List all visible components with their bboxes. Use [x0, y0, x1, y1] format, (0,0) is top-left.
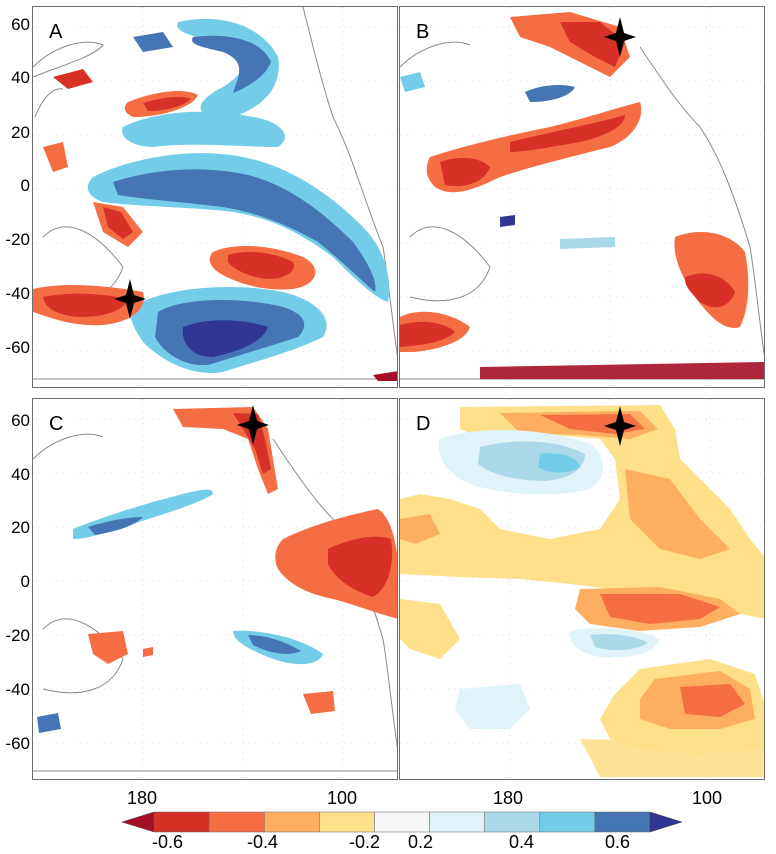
- lat-label: -60: [5, 338, 30, 357]
- colorbar-cell: [429, 811, 485, 833]
- colorbar-cell: [263, 811, 320, 833]
- lat-label: -40: [5, 284, 30, 303]
- colorbar-label: -0.2: [349, 832, 381, 852]
- lat-label: 40: [11, 68, 30, 87]
- colorbar-arrow-low: [122, 811, 155, 833]
- lon-label: 180: [127, 788, 158, 808]
- map-panel-b: B: [399, 6, 765, 388]
- lat-label: 20: [11, 123, 30, 142]
- lon-label: 100: [692, 788, 723, 808]
- lat-label: 60: [11, 411, 30, 430]
- lon-label: 180: [493, 788, 524, 808]
- colorbar-label: 0.4: [509, 832, 535, 852]
- colorbar-cell: [319, 811, 375, 833]
- map-a-graphic: [33, 7, 397, 387]
- star-icon-b: [604, 17, 636, 57]
- lat-label: -40: [5, 680, 30, 699]
- positive-correlation-fields: [87, 18, 390, 373]
- lat-label: 60: [11, 15, 30, 34]
- positive-correlation-fields: [438, 429, 660, 729]
- panel-label: A: [49, 21, 63, 43]
- panel-label: B: [416, 21, 430, 43]
- negative-correlation-fields: [33, 69, 397, 381]
- colorbar-cells: [153, 811, 651, 833]
- lat-label: -60: [5, 734, 30, 753]
- positive-correlation-fields: [400, 72, 615, 249]
- star-icon-c: [237, 405, 269, 445]
- colorbar-cell: [374, 811, 430, 833]
- map-b-graphic: [400, 7, 764, 387]
- negative-correlation-fields: [88, 407, 397, 714]
- colorbar-label: -0.4: [247, 832, 279, 852]
- star-icon-d: [604, 406, 636, 446]
- lat-label: 0: [20, 572, 30, 591]
- colorbar-cell: [153, 811, 210, 833]
- map-panel-d: D: [399, 398, 765, 780]
- colorbar: [122, 811, 682, 833]
- colorbar-label: 0.2: [408, 832, 434, 852]
- star-icon-a: [114, 279, 146, 319]
- colorbar-cell: [208, 811, 265, 833]
- lon-label: 100: [327, 788, 358, 808]
- lat-label: 20: [11, 518, 30, 537]
- lat-label: 0: [20, 176, 30, 195]
- negative-correlation-fields: [400, 12, 764, 379]
- colorbar-label: 0.6: [605, 832, 631, 852]
- colorbar-arrow-high: [649, 811, 682, 833]
- positive-correlation-fields: [37, 489, 323, 733]
- panel-label: C: [49, 413, 64, 435]
- lat-label: 40: [11, 465, 30, 484]
- colorbar-cell: [594, 811, 651, 833]
- panel-label: D: [416, 413, 431, 435]
- colorbar-cell: [539, 811, 596, 833]
- lat-label: -20: [5, 230, 30, 249]
- colorbar-cell: [484, 811, 541, 833]
- map-panel-a: A: [32, 6, 398, 388]
- map-c-graphic: [33, 399, 397, 779]
- map-panel-c: C: [32, 398, 398, 780]
- colorbar-label: -0.6: [152, 832, 184, 852]
- map-d-graphic: [400, 399, 764, 779]
- lat-label: -20: [5, 626, 30, 645]
